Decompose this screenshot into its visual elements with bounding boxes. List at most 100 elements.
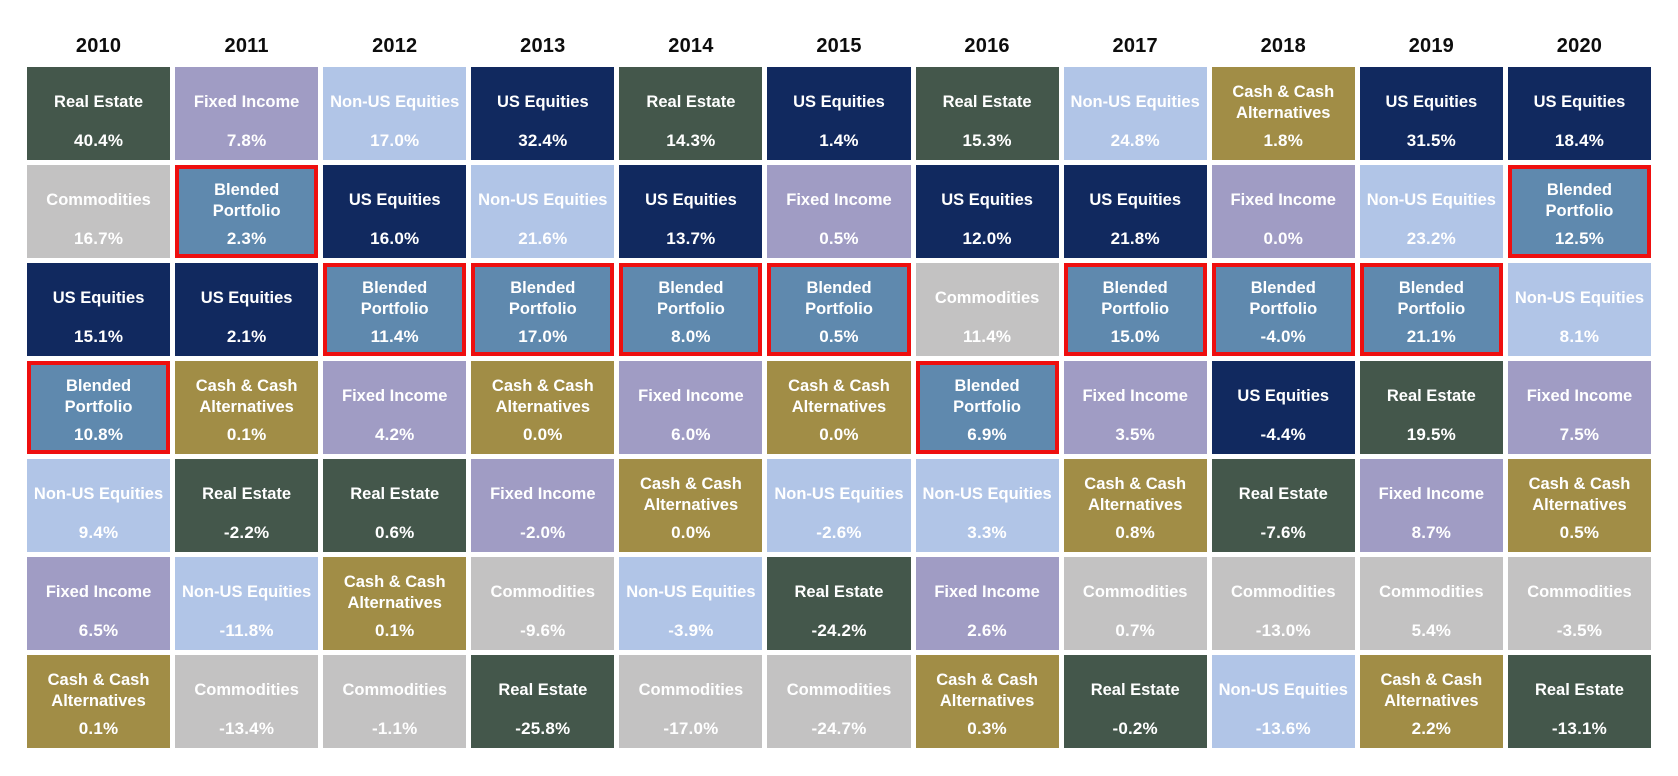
asset-class-label: Fixed Income	[45, 583, 152, 602]
return-value: 0.1%	[374, 621, 415, 640]
asset-class-label: Fixed Income	[193, 93, 300, 112]
year-header: 2012	[372, 34, 418, 57]
return-cell: Commodities -13.0%	[1211, 557, 1355, 650]
return-value: 12.0%	[962, 229, 1012, 248]
return-cell: Blended Portfolio 15.0%	[1063, 263, 1207, 356]
return-cell: Non-US Equities -2.6%	[767, 459, 911, 552]
return-value: 11.4%	[370, 327, 419, 346]
asset-class-label: Non-US Equities	[1070, 93, 1200, 112]
return-cell: Cash & Cash Alternatives 0.1%	[27, 655, 171, 748]
return-cell: Commodities -9.6%	[471, 557, 615, 650]
return-cell: Non-US Equities 17.0%	[323, 67, 467, 160]
return-cell: Fixed Income 8.7%	[1359, 459, 1503, 552]
asset-class-label: Non-US Equities	[626, 583, 756, 602]
return-cell: Real Estate -25.8%	[471, 655, 615, 748]
asset-class-label: US Equities	[793, 93, 885, 112]
return-value: -4.4%	[1260, 425, 1306, 444]
return-cell: US Equities 31.5%	[1359, 67, 1503, 160]
return-value: 0.7%	[1115, 621, 1155, 640]
return-value: 18.4%	[1554, 131, 1605, 150]
asset-class-label: Cash & Cash Alternatives	[1380, 671, 1483, 710]
year-header: 2014	[668, 34, 714, 57]
year-column-2013: 2013 US Equities 32.4% Non-US Equities 21.6%…	[471, 30, 615, 748]
asset-class-label: Blended Portfolio	[1397, 279, 1466, 318]
return-cell: Cash & Cash Alternatives 0.0%	[767, 361, 911, 454]
return-cell: Commodities 5.4%	[1359, 557, 1503, 650]
return-value: -0.2%	[1112, 719, 1158, 738]
asset-class-label: Commodities	[490, 583, 596, 602]
asset-class-label: Commodities	[1231, 583, 1336, 602]
asset-class-label: Fixed Income	[638, 387, 744, 406]
return-value: 24.8%	[1110, 131, 1160, 150]
return-value: 17.0%	[518, 327, 568, 346]
return-value: 23.2%	[1406, 229, 1456, 248]
asset-class-label: Commodities	[934, 289, 1040, 308]
return-cell: Real Estate 15.3%	[915, 67, 1059, 160]
year-column-2020: 2020 US Equities 18.4% Blended Portfolio 12.…	[1507, 30, 1651, 748]
year-header: 2018	[1260, 34, 1306, 57]
asset-class-label: Commodities	[194, 681, 299, 700]
return-value: 21.1%	[1406, 327, 1456, 346]
asset-class-label: US Equities	[348, 191, 441, 210]
return-value: -17.0%	[663, 719, 719, 738]
year-header: 2011	[224, 34, 269, 57]
return-value: 16.0%	[370, 229, 420, 248]
return-value: 21.6%	[518, 229, 568, 248]
return-cell: Non-US Equities -3.9%	[619, 557, 763, 650]
year-column-2017: 2017 Non-US Equities 24.8% US Equities 21.8%…	[1063, 30, 1207, 748]
return-cell: Blended Portfolio 0.5%	[767, 263, 911, 356]
return-cell: Fixed Income 4.2%	[323, 361, 467, 454]
return-cell: Non-US Equities 21.6%	[471, 165, 615, 258]
asset-class-label: Cash & Cash Alternatives	[1084, 475, 1187, 514]
return-cell: Fixed Income 6.5%	[27, 557, 171, 650]
return-value: -3.9%	[668, 621, 714, 640]
asset-class-label: Commodities	[1527, 583, 1632, 602]
asset-class-label: Blended Portfolio	[805, 279, 873, 318]
return-cell: Real Estate 0.6%	[323, 459, 467, 552]
return-value: 10.8%	[73, 425, 124, 444]
return-value: 14.3%	[666, 131, 716, 150]
asset-class-label: Blended Portfolio	[508, 279, 577, 318]
return-cell: Non-US Equities 3.3%	[915, 459, 1059, 552]
return-cell: Real Estate -0.2%	[1063, 655, 1207, 748]
return-value: 0.0%	[671, 523, 711, 542]
year-header: 2019	[1408, 34, 1454, 57]
asset-class-label: Real Estate	[498, 681, 588, 700]
asset-class-label: Non-US Equities	[330, 93, 460, 112]
asset-class-label: Blended Portfolio	[1249, 279, 1318, 318]
return-value: 0.8%	[1115, 523, 1155, 542]
return-cell: US Equities 15.1%	[27, 263, 171, 356]
asset-class-label: Blended Portfolio	[212, 181, 281, 220]
return-cell: Cash & Cash Alternatives 1.8%	[1211, 67, 1355, 160]
asset-class-label: Real Estate	[350, 485, 440, 504]
return-cell: Fixed Income 7.8%	[175, 67, 319, 160]
return-cell: US Equities 18.4%	[1507, 67, 1651, 160]
asset-class-label: US Equities	[496, 93, 589, 112]
return-value: 17.0%	[370, 131, 420, 150]
year-column-2012: 2012 Non-US Equities 17.0% US Equities 16.0%…	[323, 30, 467, 748]
asset-class-label: Commodities	[786, 681, 892, 700]
asset-class-label: Blended Portfolio	[656, 279, 725, 318]
return-value: 13.7%	[666, 229, 716, 248]
year-header: 2016	[964, 34, 1010, 57]
return-cell: Blended Portfolio 8.0%	[619, 263, 763, 356]
return-cell: US Equities -4.4%	[1211, 361, 1355, 454]
return-cell: Real Estate -13.1%	[1507, 655, 1651, 748]
return-cell: Real Estate 14.3%	[619, 67, 763, 160]
return-value: 0.3%	[967, 719, 1007, 738]
return-cell: Cash & Cash Alternatives 0.8%	[1063, 459, 1207, 552]
return-value: 6.9%	[967, 425, 1007, 444]
return-cell: Cash & Cash Alternatives 2.2%	[1359, 655, 1503, 748]
asset-class-label: Commodities	[46, 191, 151, 210]
return-value: -25.8%	[515, 719, 571, 738]
year-column-2015: 2015 US Equities 1.4% Fixed Income 0.5% Blend…	[767, 30, 911, 748]
return-value: 21.8%	[1110, 229, 1160, 248]
return-value: 0.5%	[1559, 523, 1600, 542]
asset-class-label: Blended Portfolio	[953, 377, 1021, 416]
return-value: 0.1%	[78, 719, 119, 738]
return-value: -2.6%	[816, 523, 862, 542]
returns-quilt-chart: 2010 Real Estate 40.4% Commodities 16.7% US E…	[27, 30, 1651, 748]
return-value: -2.2%	[223, 523, 270, 542]
return-value: 6.5%	[78, 621, 119, 640]
return-cell: Fixed Income 0.0%	[1211, 165, 1355, 258]
